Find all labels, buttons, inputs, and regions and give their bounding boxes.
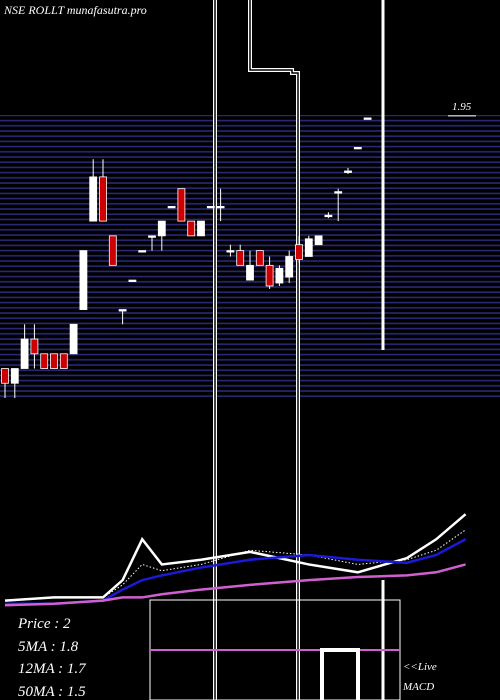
candle-body — [157, 220, 166, 237]
candle-body — [246, 264, 254, 281]
candle-body — [40, 353, 49, 369]
candle-body — [108, 235, 117, 266]
candle-body — [197, 220, 205, 237]
annotation: 50MA : 1.5 — [18, 684, 86, 700]
annotation: 5MA : 1.8 — [18, 639, 79, 655]
macd-box — [149, 599, 401, 700]
candle-body — [275, 267, 284, 284]
ma-line — [4, 529, 466, 602]
candle-body — [324, 214, 333, 218]
annotation: 12MA : 1.7 — [18, 661, 87, 677]
candle-body — [59, 353, 68, 369]
candle-body — [314, 235, 323, 246]
candle-body — [20, 338, 29, 369]
candle-body — [30, 338, 39, 355]
chart-title: NSE ROLLT munafasutra.pro — [3, 3, 147, 17]
y-tick-label: 1.95 — [452, 101, 472, 113]
annotation: Price : 2 — [17, 616, 71, 632]
candle-body — [69, 323, 78, 355]
candle-body — [334, 191, 343, 194]
divider — [249, 0, 299, 700]
candle-body — [79, 250, 88, 310]
candle-body — [206, 205, 215, 209]
candle-body — [138, 250, 147, 253]
candle-body — [344, 170, 352, 173]
macd-bar — [320, 648, 360, 700]
candle-body — [99, 176, 107, 222]
candle-body — [216, 205, 225, 209]
candle-body — [89, 176, 98, 222]
annotation: MACD — [402, 681, 434, 693]
candle-body — [50, 353, 58, 369]
ma-line — [4, 563, 466, 607]
candle-body — [353, 147, 362, 150]
candle-body — [128, 279, 137, 282]
annotation: <<Live — [403, 661, 437, 673]
candle-body — [226, 250, 235, 253]
candle-body — [118, 309, 127, 312]
candle-body — [10, 368, 19, 384]
candle-body — [187, 220, 196, 237]
candle-body — [304, 238, 313, 257]
candle-body — [167, 205, 176, 209]
candle-body — [148, 235, 156, 238]
candle-body — [236, 250, 245, 266]
candle-body — [363, 117, 372, 120]
candle-body — [265, 264, 274, 287]
candle-body — [295, 244, 303, 260]
candle-body — [285, 256, 294, 278]
candle-body — [177, 188, 186, 222]
candle-body — [1, 368, 9, 384]
candle-body — [255, 250, 264, 266]
